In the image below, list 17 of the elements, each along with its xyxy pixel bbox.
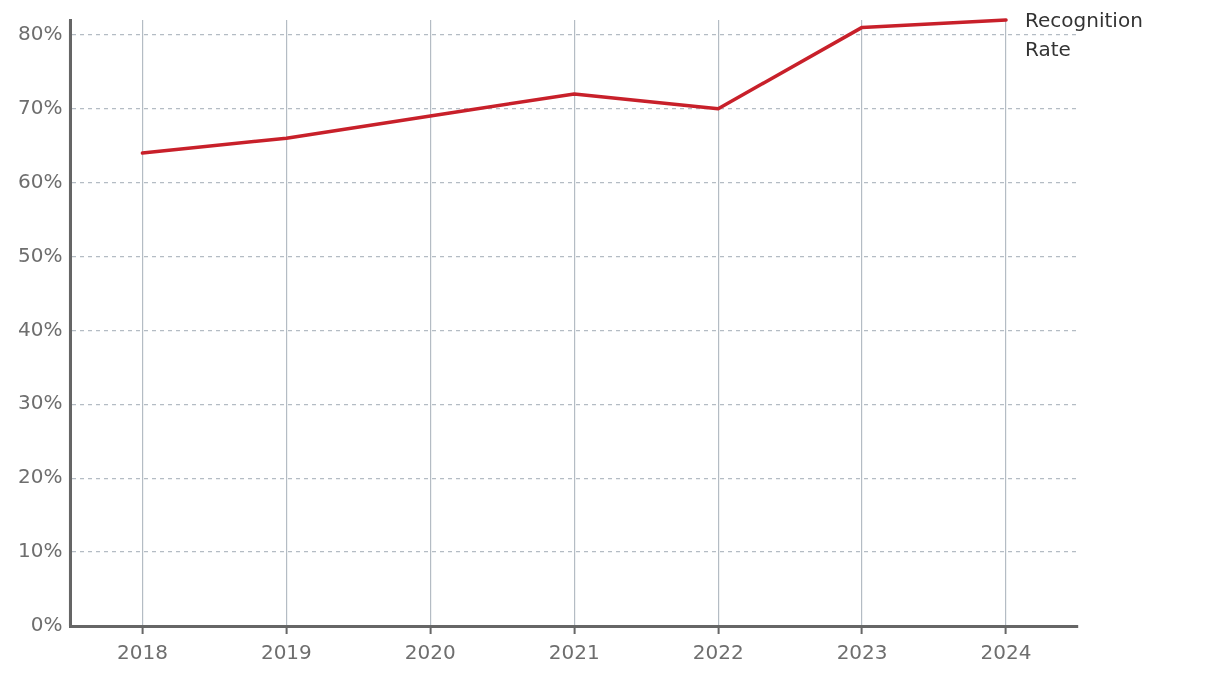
y-tick-label: 10% bbox=[18, 538, 63, 563]
y-tick-label: 20% bbox=[18, 464, 63, 489]
series-label: Recognition Rate bbox=[1025, 8, 1143, 62]
x-tick-label: 2022 bbox=[692, 640, 744, 665]
x-tick-label: 2021 bbox=[548, 640, 600, 665]
x-tick-label: 2023 bbox=[836, 640, 888, 665]
y-tick-label: 80% bbox=[18, 20, 63, 45]
x-tick-label: 2019 bbox=[260, 640, 312, 665]
y-tick-label: 30% bbox=[18, 390, 63, 415]
y-tick-label: 40% bbox=[18, 316, 63, 341]
y-tick-label: 60% bbox=[18, 168, 63, 193]
x-tick-label: 2020 bbox=[404, 640, 456, 665]
x-tick-label: 2024 bbox=[980, 640, 1032, 665]
y-tick-label: 0% bbox=[30, 612, 63, 637]
y-tick-label: 50% bbox=[18, 242, 63, 267]
x-tick-label: 2018 bbox=[116, 640, 168, 665]
y-tick-label: 70% bbox=[18, 94, 63, 119]
